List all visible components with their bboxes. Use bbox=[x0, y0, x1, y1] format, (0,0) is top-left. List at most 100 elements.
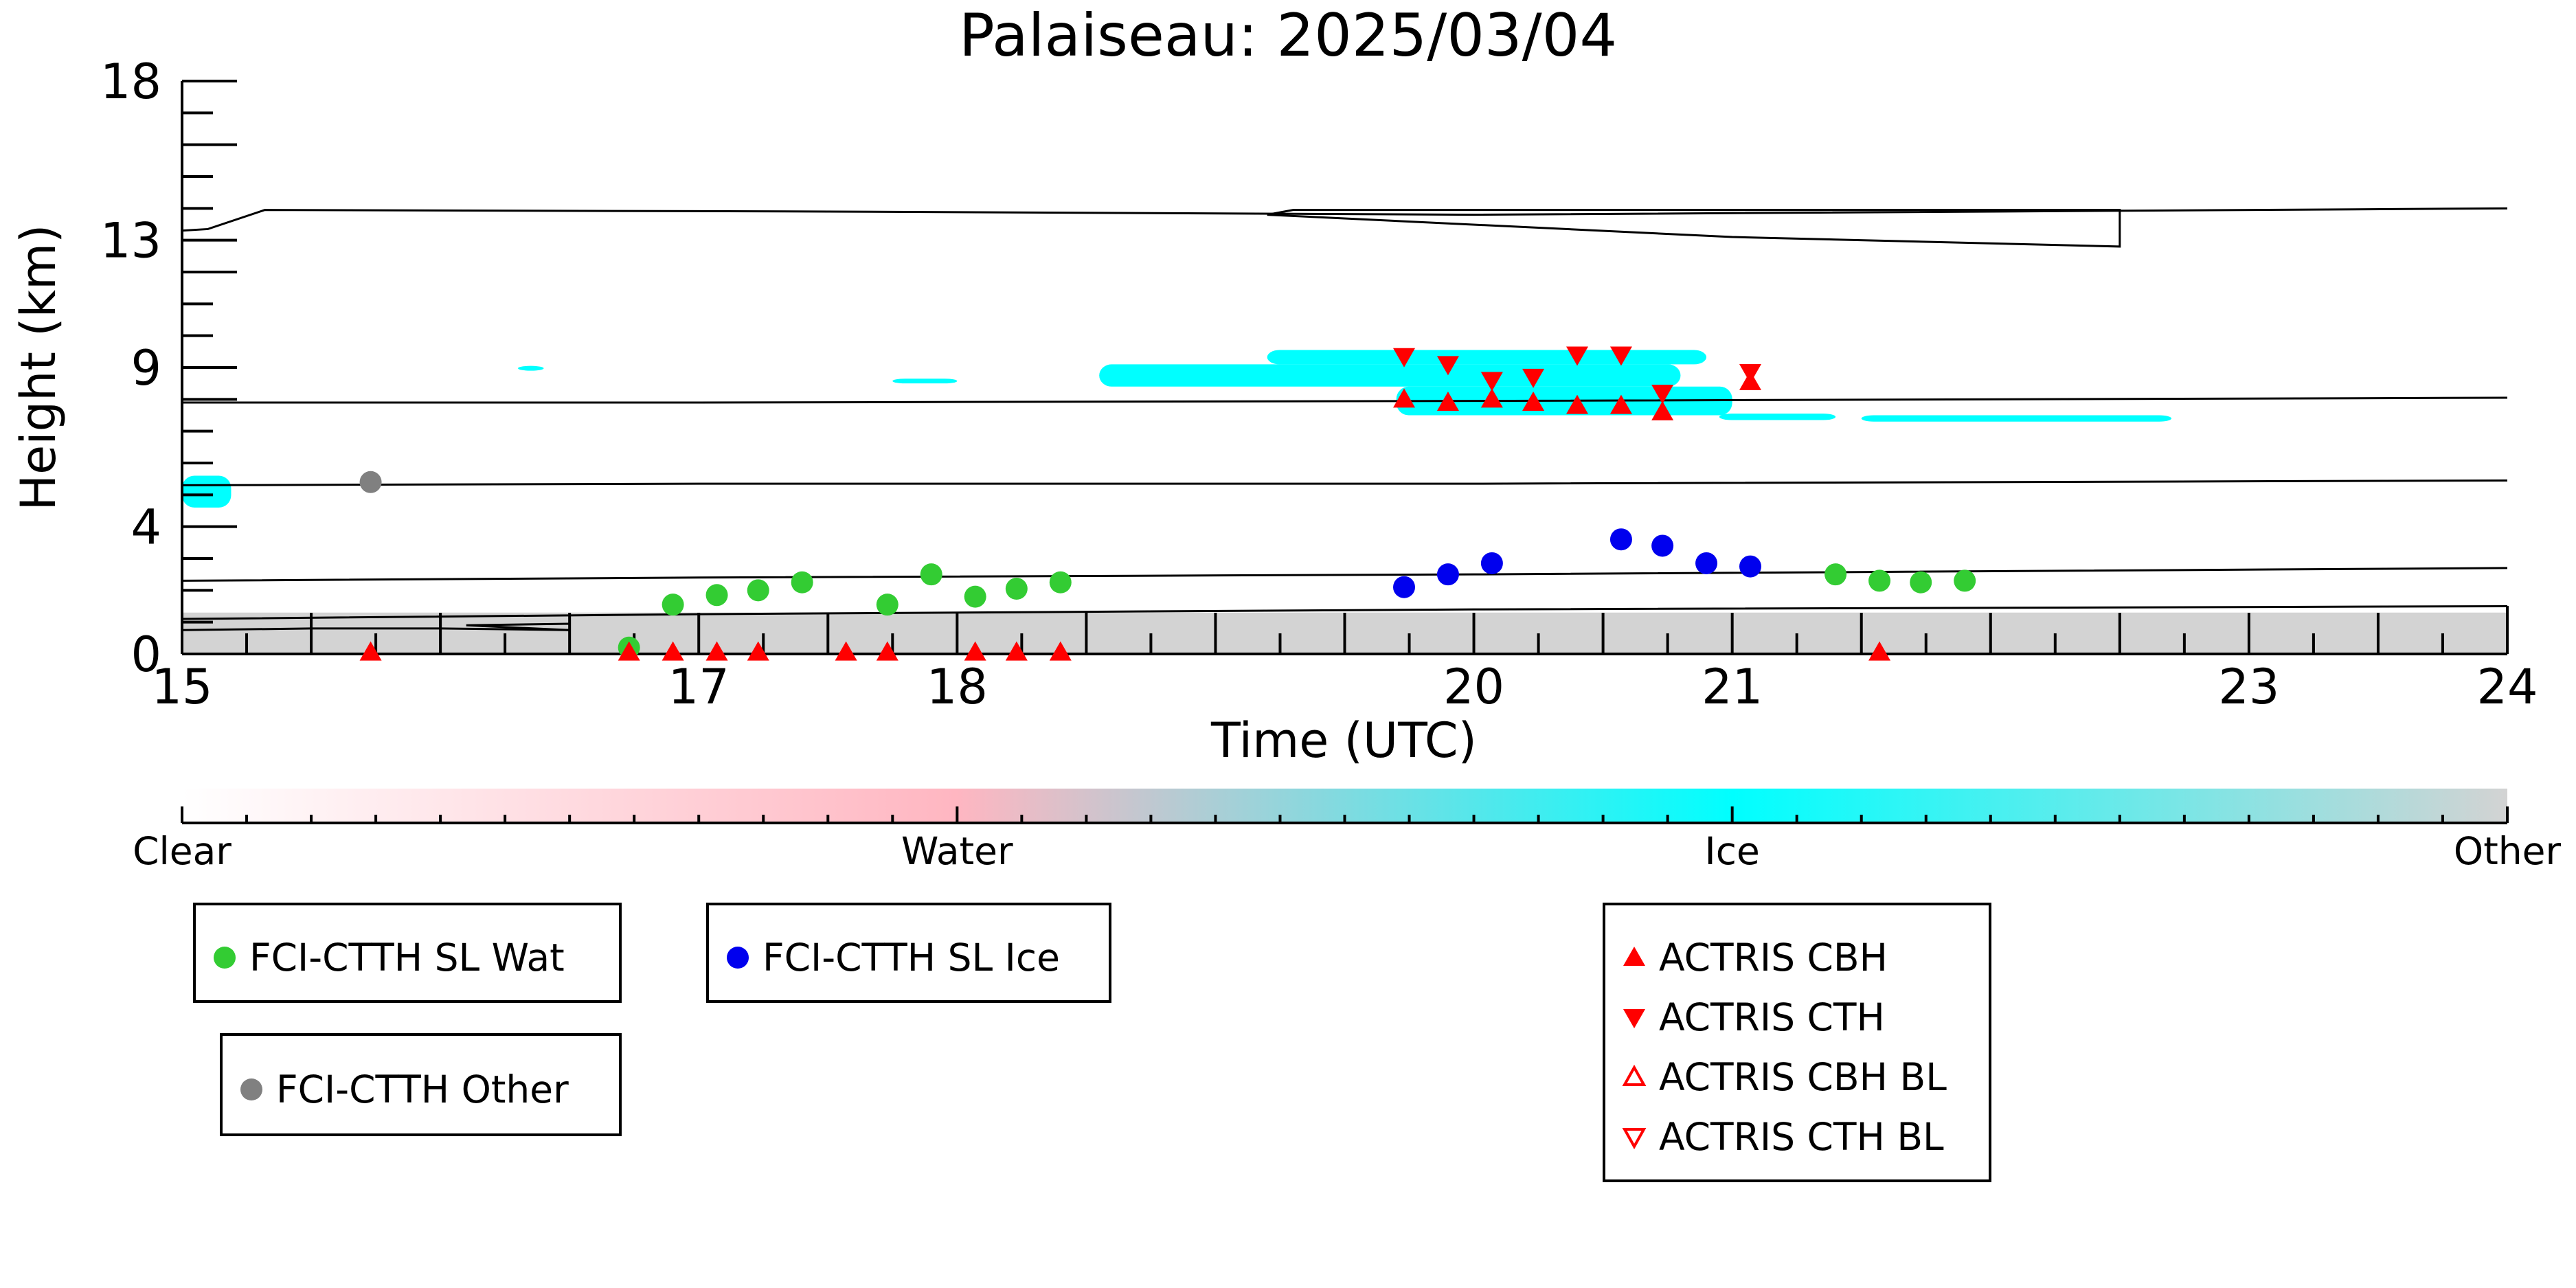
ice-cloud-region bbox=[1861, 415, 2172, 422]
legend-box-water: FCI-CTTH SL Wat bbox=[193, 903, 622, 1003]
marker-fci-ctth-sl-wat bbox=[1049, 571, 1072, 594]
legend-item-fci-other: FCI-CTTH Other bbox=[236, 1067, 569, 1111]
x-tick-label: 21 bbox=[1702, 659, 1763, 715]
marker-actris-cbh bbox=[1005, 641, 1028, 661]
marker-fci-ctth-sl-wat bbox=[1005, 578, 1028, 600]
chart-title: Palaiseau: 2025/03/04 bbox=[958, 1, 1618, 70]
legend-label: FCI-CTTH Other bbox=[276, 1067, 569, 1111]
marker-fci-ctth-sl-wat bbox=[1910, 571, 1932, 594]
legend-item-actris-cbh-bl: ACTRIS CBH BL bbox=[1619, 1055, 1947, 1099]
y-tick-label: 18 bbox=[100, 54, 161, 110]
marker-fci-ctth-sl-wat bbox=[1868, 569, 1891, 592]
marker-actris-cth bbox=[1651, 385, 1674, 405]
triangle-up-outline-icon bbox=[1622, 1064, 1647, 1086]
legend-label: FCI-CTTH SL Wat bbox=[249, 936, 565, 980]
ice-cloud-region bbox=[1099, 364, 1681, 387]
marker-actris-cth bbox=[1393, 348, 1416, 368]
legend-item-fci-ice: FCI-CTTH SL Ice bbox=[723, 936, 1060, 980]
marker-actris-cth bbox=[1566, 346, 1588, 366]
x-tick-label: 20 bbox=[1443, 659, 1504, 715]
marker-actris-cbh bbox=[835, 641, 857, 661]
triangle-down-outline-icon bbox=[1622, 1128, 1647, 1150]
legend-label: ACTRIS CBH BL bbox=[1659, 1055, 1947, 1099]
marker-actris-cbh bbox=[705, 641, 728, 661]
marker-fci-ctth-sl-wat bbox=[747, 579, 769, 602]
marker-actris-cbh bbox=[1522, 391, 1545, 411]
green-circle-icon bbox=[214, 947, 236, 969]
ice-cloud-region bbox=[182, 475, 231, 508]
marker-fci-ctth-sl-ice bbox=[1436, 563, 1459, 586]
marker-fci-ctth-sl-wat bbox=[876, 594, 899, 616]
marker-fci-ctth-sl-ice bbox=[1739, 555, 1761, 578]
marker-actris-cbh bbox=[876, 641, 899, 661]
colorbar-label: Clear bbox=[133, 829, 231, 873]
marker-actris-cbh bbox=[964, 641, 986, 661]
ice-cloud-region bbox=[1267, 350, 1707, 365]
marker-fci-ctth-sl-wat bbox=[1824, 563, 1847, 586]
x-tick-label: 24 bbox=[2476, 659, 2538, 715]
contour-line bbox=[1267, 209, 2121, 248]
marker-fci-ctth-sl-wat bbox=[662, 594, 684, 616]
legend-label: ACTRIS CTH bbox=[1659, 995, 1885, 1039]
ice-cloud-areas bbox=[182, 350, 2172, 508]
legend-box-other: FCI-CTTH Other bbox=[220, 1033, 622, 1136]
x-tick-label: 15 bbox=[151, 659, 212, 715]
contour-line bbox=[181, 207, 2508, 232]
marker-fci-ctth-sl-ice bbox=[1393, 576, 1416, 598]
marker-actris-cbh bbox=[662, 641, 684, 661]
marker-fci-ctth-sl-ice bbox=[1480, 552, 1503, 574]
marker-fci-ctth-sl-wat bbox=[791, 571, 813, 594]
contour-line bbox=[181, 567, 2508, 582]
contour-line bbox=[181, 627, 570, 631]
legend-box-ice: FCI-CTTH SL Ice bbox=[706, 903, 1111, 1003]
legend-label: ACTRIS CTH BL bbox=[1659, 1115, 1944, 1159]
y-axis-title: Height (km) bbox=[10, 225, 67, 511]
marker-actris-cbh bbox=[359, 641, 382, 661]
colorbar-label: Water bbox=[901, 829, 1013, 873]
legend-item-actris-cbh: ACTRIS CBH bbox=[1619, 936, 1888, 980]
blue-circle-icon bbox=[727, 947, 749, 969]
x-tick-label: 23 bbox=[2218, 659, 2279, 715]
marker-actris-cbh bbox=[1393, 388, 1416, 408]
legend-label: ACTRIS CBH bbox=[1659, 936, 1888, 980]
y-tick-label: 0 bbox=[131, 626, 161, 683]
contour-line bbox=[181, 479, 2508, 486]
marker-actris-cbh bbox=[1480, 388, 1503, 408]
ice-cloud-region bbox=[892, 379, 958, 384]
y-tick-label: 13 bbox=[100, 213, 161, 269]
marker-actris-cbh bbox=[747, 641, 769, 661]
marker-fci-ctth-sl-ice bbox=[1609, 528, 1632, 551]
legend-box-actris: ACTRIS CBH ACTRIS CTH ACTRIS CBH BL ACTR… bbox=[1603, 903, 1991, 1182]
marker-actris-cbh bbox=[618, 641, 640, 661]
gray-circle-icon bbox=[240, 1078, 262, 1100]
legend-item-actris-cth: ACTRIS CTH bbox=[1619, 995, 1885, 1039]
legend-item-fci-wat: FCI-CTTH SL Wat bbox=[210, 936, 565, 980]
marker-fci-ctth-sl-wat bbox=[705, 584, 728, 607]
contour-line bbox=[182, 396, 2508, 404]
x-axis-title: Time (UTC) bbox=[1210, 712, 1477, 769]
marker-actris-cbh bbox=[1049, 641, 1072, 661]
marker-actris-cth bbox=[1739, 363, 1761, 383]
ice-cloud-region bbox=[1719, 414, 1836, 420]
marker-actris-cbh bbox=[1436, 391, 1459, 411]
marker-fci-ctth-sl-ice bbox=[1651, 534, 1674, 557]
marker-fci-ctth-sl-ice bbox=[1695, 552, 1718, 574]
marker-fci-ctth-sl-wat bbox=[1954, 569, 1976, 592]
colorbar-label: Other bbox=[2454, 829, 2562, 873]
marker-actris-cbh bbox=[1566, 394, 1588, 414]
marker-actris-cbh bbox=[1868, 641, 1891, 661]
triangle-up-icon bbox=[1623, 947, 1645, 966]
x-tick-label: 18 bbox=[927, 659, 988, 715]
marker-actris-cth bbox=[1609, 346, 1632, 366]
marker-fci-ctth-other bbox=[359, 471, 382, 493]
ice-cloud-region bbox=[517, 365, 544, 371]
marker-actris-cth bbox=[1480, 372, 1503, 392]
marker-actris-cbh bbox=[1609, 394, 1632, 414]
legend-item-actris-cth-bl: ACTRIS CTH BL bbox=[1619, 1115, 1944, 1159]
axes: 15 17 18 20 21 23 24 0 4 9 13 18 Time (UTC) Height (k… bbox=[10, 54, 2538, 769]
marker-fci-ctth-sl-wat bbox=[964, 585, 986, 608]
y-tick-label: 9 bbox=[131, 340, 161, 396]
marker-actris-cth bbox=[1522, 368, 1545, 388]
legend-label: FCI-CTTH SL Ice bbox=[762, 936, 1060, 980]
